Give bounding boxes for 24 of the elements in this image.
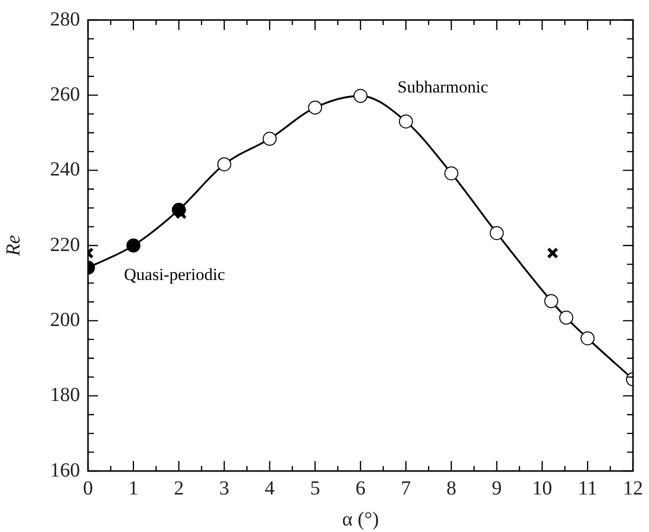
y-tick-label: 220: [50, 234, 80, 256]
x-tick-label: 12: [623, 477, 643, 500]
x-tick-label: 4: [264, 477, 275, 500]
x-tick-label: 0: [83, 477, 93, 500]
series-label: Quasi-periodic: [124, 265, 226, 284]
x-tick-label: 6: [356, 477, 366, 500]
x-tick-label: 8: [446, 477, 456, 500]
x-tick-label: 1: [128, 477, 138, 500]
x-tick-label: 7: [400, 477, 411, 500]
y-tick-label: 180: [50, 384, 80, 406]
x-tick-label: 2: [174, 477, 184, 500]
y-tick-label: 240: [50, 158, 80, 181]
x-axis-title: α (°): [342, 508, 379, 530]
y-tick-label: 280: [50, 8, 80, 30]
series-label: Subharmonic: [398, 77, 489, 96]
x-tick-label: 11: [578, 477, 598, 500]
y-tick-label: 200: [50, 308, 80, 331]
x-tick-label: 3: [219, 477, 230, 500]
y-axis-title: Re: [2, 234, 24, 258]
y-tick-label: 260: [50, 83, 80, 106]
y-tick-label: 160: [50, 459, 80, 482]
x-tick-label: 10: [532, 477, 552, 500]
x-tick-label: 5: [310, 477, 320, 500]
x-tick-label: 9: [492, 477, 502, 500]
